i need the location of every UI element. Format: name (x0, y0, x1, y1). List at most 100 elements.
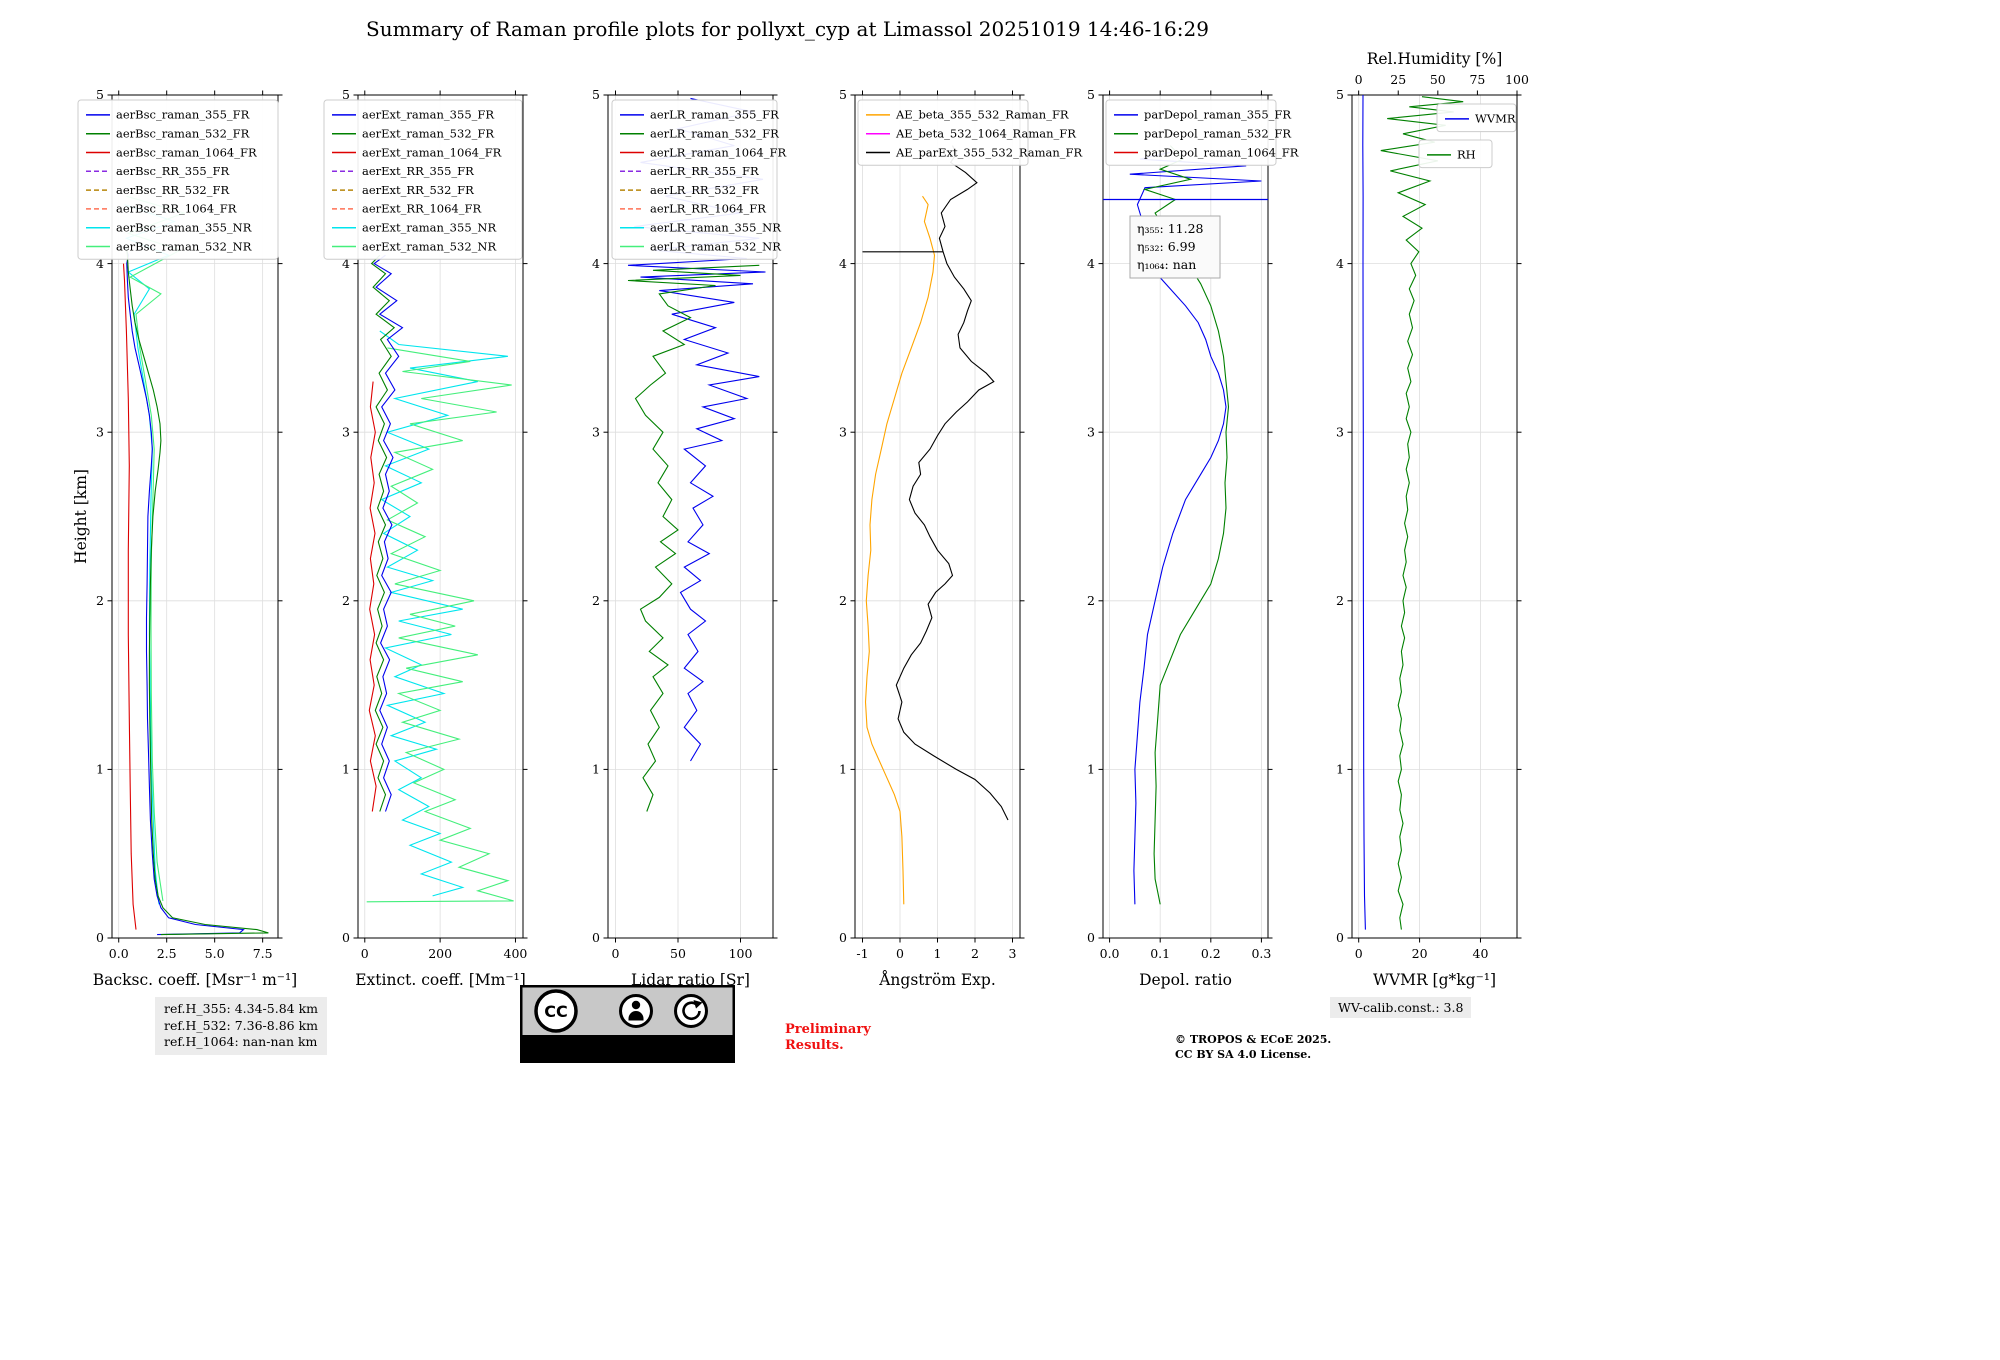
eta-annotation-box (1129, 215, 1221, 279)
legend: AE_beta_355_532_Raman_FR AE_beta_532_1064… (857, 99, 1082, 166)
series-aerLR_raman_532_FR (627, 264, 760, 812)
legend-label: WVMR (1475, 112, 1516, 126)
plot-frame (1102, 94, 1269, 939)
legend-box (1418, 139, 1493, 169)
x-tick-label: 0.3 (1251, 946, 1271, 961)
y-tick-label: 2 (839, 593, 847, 608)
x-tick-label: 20 (1412, 946, 1428, 961)
ref-h-1064: ref.H_1064: nan-nan km (164, 1034, 318, 1049)
legend-label: AE_beta_355_532_Raman_FR (895, 108, 1069, 122)
x-axis-label: Lidar ratio [Sr] (631, 971, 750, 989)
series-parDepol_raman_532_FR (1142, 145, 1230, 905)
legend-label: aerLR_raman_532_NR (650, 239, 781, 253)
y-tick-label: 3 (342, 424, 350, 439)
y-tick-label: 4 (1087, 256, 1095, 271)
series-WVMR (1362, 94, 1366, 930)
y-tick-label: 0 (1336, 930, 1344, 945)
y-tick-label: 4 (96, 256, 104, 271)
x-tick-label: 0 (612, 946, 620, 961)
legend-label: aerBsc_raman_1064_FR (116, 145, 257, 159)
legend: RH (1418, 139, 1493, 169)
legend-label: aerLR_raman_1064_FR (650, 145, 786, 159)
x-tick-label: 2.5 (157, 946, 177, 961)
y-tick-label: 0 (96, 930, 104, 945)
legend: aerExt_raman_355_FR aerExt_raman_532_FRae… (323, 99, 523, 260)
legend-label: aerExt_raman_355_FR (362, 108, 494, 122)
legend-box (857, 99, 1029, 166)
y-tick-label: 3 (1336, 424, 1344, 439)
figure-title: Summary of Raman profile plots for polly… (366, 17, 1209, 41)
plot-frame (357, 94, 524, 939)
y-tick-label: 5 (592, 87, 600, 102)
x-tick-label: 7.5 (253, 946, 273, 961)
x-tick-label: 0.0 (1100, 946, 1120, 961)
y-tick-label: 1 (1087, 762, 1095, 777)
legend-label: aerExt_raman_532_NR (362, 239, 496, 253)
legend: parDepol_raman_355_FR parDepol_raman_532_… (1105, 99, 1299, 166)
series-aerBsc_raman_1064_FR (122, 263, 137, 930)
y-tick-label: 0 (342, 930, 350, 945)
y-tick-label: 0 (592, 930, 600, 945)
y-tick-label: 5 (1336, 87, 1344, 102)
legend-box (1105, 99, 1277, 166)
x-tick-label: 1 (934, 946, 942, 961)
legend-label: aerExt_RR_355_FR (362, 164, 474, 178)
panel-angstrom: -1 0 1 2 3 0 1 2 3 4 5 Ångström Exp. AE_beta_355_532… (839, 87, 1082, 989)
legend-label: RH (1457, 148, 1476, 162)
badge-by-label: BY (627, 1041, 650, 1059)
y-tick-label: 1 (96, 762, 104, 777)
eta-annotation-line: η₁₀₆₄: nan (1137, 257, 1196, 272)
x-tick-label: 0.0 (109, 946, 129, 961)
y-tick-label: 3 (592, 424, 600, 439)
x-axis-label: Backsc. coeff. [Msr⁻¹ m⁻¹] (93, 971, 297, 989)
eta-annotation-line: η₃₅₅: 11.28 (1137, 221, 1204, 236)
legend-label: aerLR_RR_355_FR (650, 164, 759, 178)
y-tick-label: 0 (839, 930, 847, 945)
wv-calib-note: WV-calib.const.: 3.8 (1330, 997, 1472, 1018)
y-tick-label: 4 (342, 256, 350, 271)
series-aerExt_raman_532_NR (366, 347, 514, 903)
x-tick-label: 400 (504, 946, 528, 961)
x-axis-label: Depol. ratio (1139, 971, 1232, 989)
reference-height-note: ref.H_355: 4.34-5.84 km ref.H_532: 7.36-… (155, 997, 328, 1055)
x-axis-label: Ångström Exp. (878, 971, 996, 989)
x-axis-label: WVMR [g*kg⁻¹] (1373, 971, 1496, 989)
y-tick-label: 3 (96, 424, 104, 439)
cc-badge-graphic: CC BY SA (520, 985, 735, 1063)
legend-label: aerBsc_RR_1064_FR (116, 202, 237, 216)
legend-box (611, 99, 778, 260)
legend: WVMR (1436, 103, 1517, 133)
x-tick-label: 0 (896, 946, 904, 961)
y-tick-label: 1 (342, 762, 350, 777)
x-tick-label: 100 (729, 946, 753, 961)
top-tick-label: 100 (1505, 72, 1529, 87)
preliminary-note: Preliminary Results. (785, 1022, 871, 1054)
x-tick-label: 0 (1355, 946, 1363, 961)
legend-label: aerExt_raman_1064_FR (362, 145, 502, 159)
top-tick-label: 25 (1390, 72, 1406, 87)
legend: aerLR_raman_355_FR aerLR_raman_532_FR aerL… (611, 99, 786, 260)
legend-label: AE_beta_532_1064_Raman_FR (895, 127, 1076, 141)
series-aerExt_raman_355_NR (379, 330, 508, 897)
series-AE_beta_355_532_Raman_FR (864, 195, 936, 905)
legend-label: aerBsc_RR_532_FR (116, 183, 229, 197)
eta-annotation: η₃₅₅: 11.28 η₅₃₂: 6.99 η₁₀₆₄: nan (1129, 215, 1221, 279)
y-tick-label: 3 (1087, 424, 1095, 439)
legend-label: AE_parExt_355_532_Raman_FR (895, 145, 1082, 159)
x-tick-label: -1 (856, 946, 868, 961)
ref-h-355: ref.H_355: 4.34-5.84 km (164, 1001, 319, 1016)
legend-label: aerLR_raman_532_FR (650, 127, 779, 141)
legend-label: aerExt_RR_532_FR (362, 183, 474, 197)
copyright-note: © TROPOS & ECoE 2025. CC BY SA 4.0 Licen… (1175, 1033, 1332, 1062)
person-icon (619, 994, 653, 1028)
x-tick-label: 0.1 (1150, 946, 1170, 961)
y-tick-label: 4 (592, 256, 600, 271)
legend-label: aerLR_raman_355_NR (650, 221, 781, 235)
x-tick-label: 50 (670, 946, 686, 961)
top-tick-label: 50 (1430, 72, 1446, 87)
share-alike-icon (674, 994, 708, 1028)
y-tick-label: 5 (839, 87, 847, 102)
panel-backscatter: 0.0 2.5 5.0 7.5 0 1 2 3 4 5 Backsc. coeff. [Msr⁻¹ … (77, 87, 297, 989)
